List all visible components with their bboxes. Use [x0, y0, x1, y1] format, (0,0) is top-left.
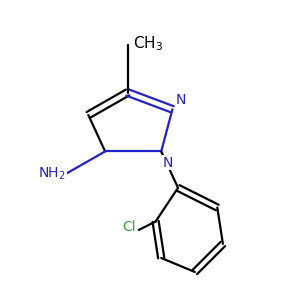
Text: N: N [163, 156, 173, 170]
Text: N: N [175, 92, 186, 106]
Text: NH$_2$: NH$_2$ [38, 166, 66, 182]
Text: CH$_3$: CH$_3$ [133, 34, 163, 53]
Text: Cl: Cl [122, 220, 136, 234]
